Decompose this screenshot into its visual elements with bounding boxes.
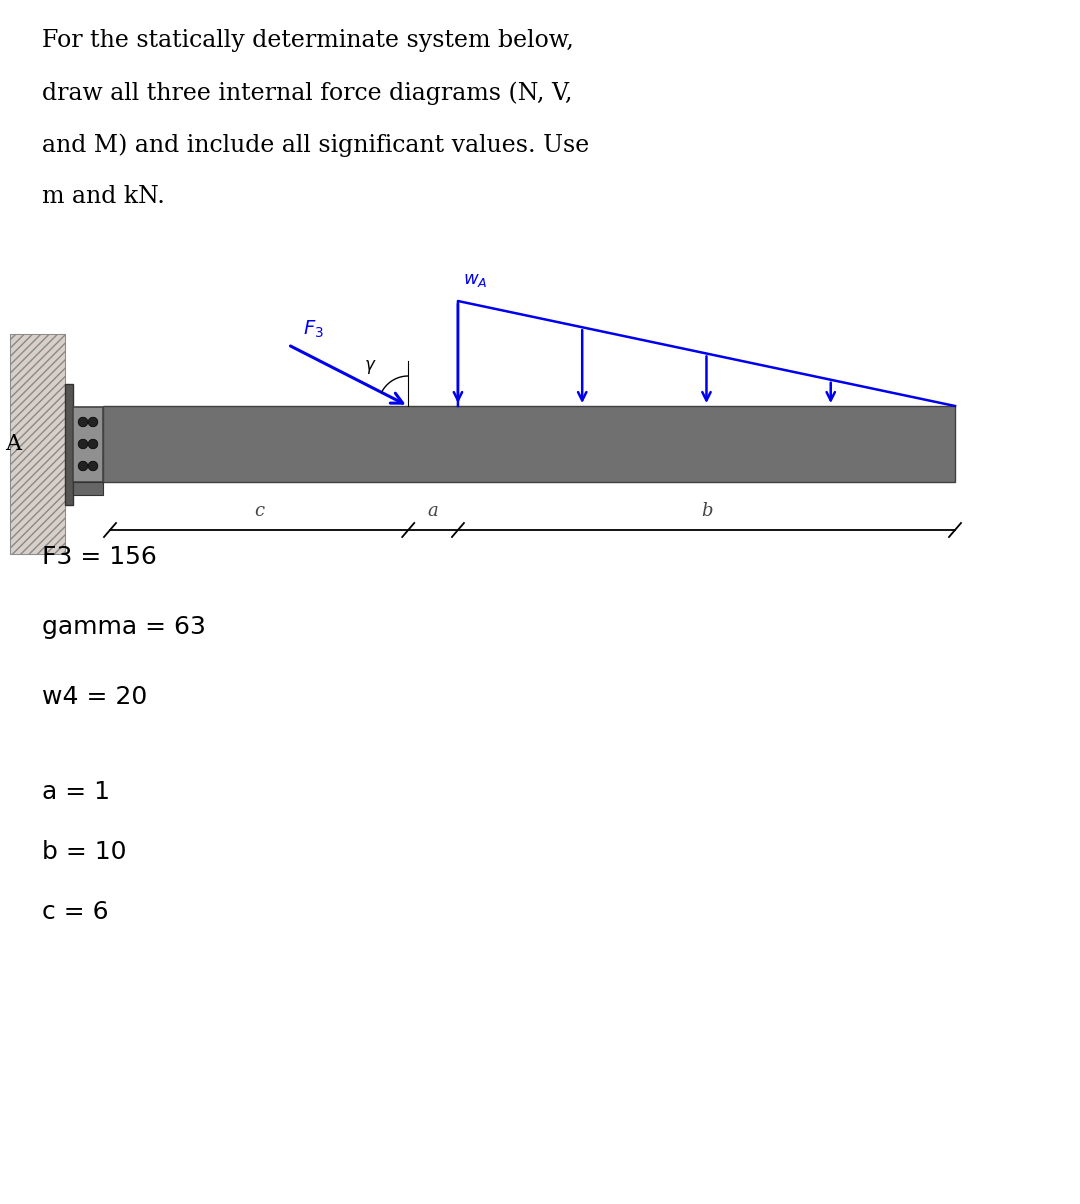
Text: $F_3$: $F_3$ [303,318,324,340]
Text: draw all three internal force diagrams (N, V,: draw all three internal force diagrams (… [42,81,572,105]
Text: a = 1: a = 1 [42,780,110,804]
Text: For the statically determinate system below,: For the statically determinate system be… [42,29,573,52]
Text: w4 = 20: w4 = 20 [42,685,147,709]
Bar [10,334,65,554]
Circle shape [89,418,98,426]
Bar [73,407,103,482]
Bar [73,482,103,495]
Circle shape [78,439,87,449]
Text: b = 10: b = 10 [42,840,126,864]
Text: b: b [701,502,712,520]
Text: a: a [428,502,438,520]
Text: A: A [5,433,21,455]
Text: gamma = 63: gamma = 63 [42,615,206,639]
Circle shape [89,461,98,471]
Text: c: c [254,502,265,520]
Text: c = 6: c = 6 [42,901,109,923]
Bar [10,334,65,554]
Text: m and kN.: m and kN. [42,185,165,208]
Text: and M) and include all significant values. Use: and M) and include all significant value… [42,132,590,157]
Circle shape [89,439,98,449]
Text: F3 = 156: F3 = 156 [42,545,157,569]
Bar [65,384,73,504]
Circle shape [78,461,87,471]
Text: $\gamma$: $\gamma$ [364,358,377,376]
Bar [103,406,955,482]
Circle shape [78,418,87,426]
Text: $w_A$: $w_A$ [463,271,487,289]
